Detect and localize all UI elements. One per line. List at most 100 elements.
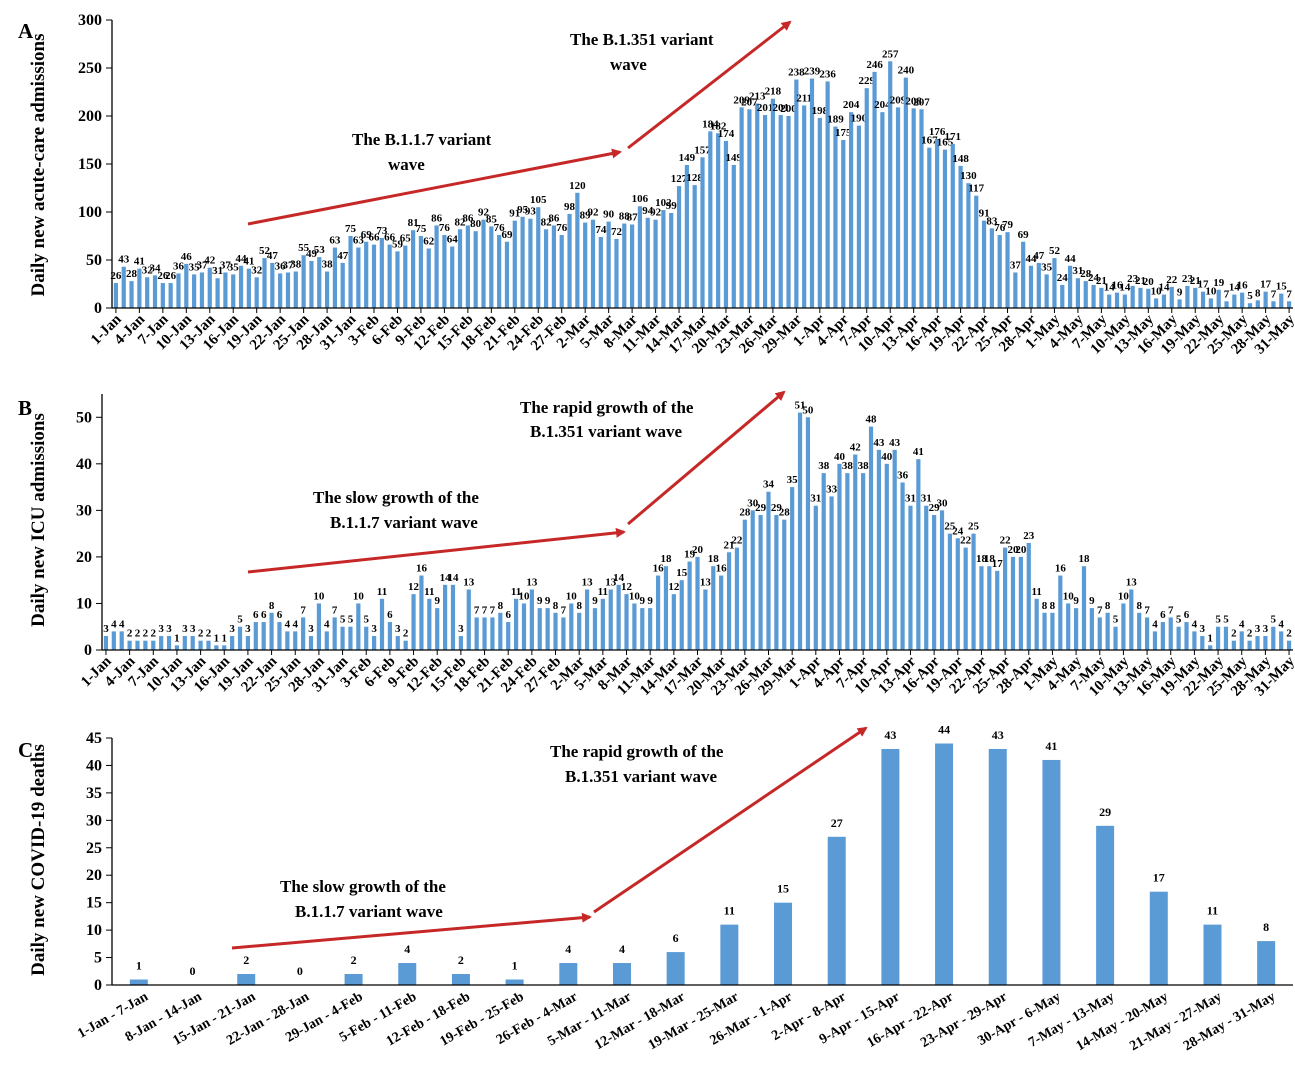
bar [371,244,377,308]
bar [1083,281,1088,308]
bar [884,463,889,650]
data-label: 49 [306,248,318,260]
data-label: 7 [490,604,496,616]
bar [1026,542,1031,650]
bar [703,589,708,650]
bar [708,131,713,308]
bar [1160,622,1165,650]
bar [774,902,793,985]
x-category-label: 21-May - 27-May [1127,989,1224,1054]
data-label: 18 [976,553,988,565]
bar [1271,301,1276,308]
data-label: 2 [151,628,157,640]
bar [348,236,353,308]
data-label: 31 [1072,265,1083,277]
bar [981,220,987,308]
bar [669,212,674,308]
bar [411,594,416,650]
data-label: 8 [553,600,559,612]
bar [1152,631,1158,650]
data-label: 48 [866,414,878,426]
bar [190,636,195,650]
data-label: 92 [650,207,662,219]
data-label: 37 [1010,259,1022,271]
bar [285,631,290,650]
data-label: 2 [243,953,249,967]
bar [559,235,564,308]
bar [364,241,369,308]
bar [876,449,882,650]
y-tick-label: 30 [86,812,102,829]
data-label: 91 [979,208,990,220]
bar [489,226,494,308]
bar [666,952,685,985]
bar [206,640,211,650]
data-label: 24 [1057,272,1069,284]
bar [1144,617,1150,650]
bar [443,584,448,650]
data-label: 14 [1158,282,1170,294]
bar [324,631,329,650]
data-label: 3 [182,623,188,635]
data-label: 16 [1112,280,1124,292]
bar [1050,612,1055,650]
bar [671,594,676,650]
data-label: 20 [1007,544,1019,556]
data-label: 117 [968,183,984,195]
annotation-text: B.1.351 variant wave [530,422,683,441]
bar [277,622,282,650]
bar [616,584,621,650]
bar [720,924,739,985]
data-label: 239 [804,66,821,78]
data-label: 41 [913,446,924,458]
data-label: 43 [884,728,896,742]
data-label: 6 [277,609,283,621]
bar [316,603,322,650]
data-label: 5 [1271,614,1277,626]
bar [143,640,148,650]
y-tick-label: 100 [78,204,102,221]
bar [1036,262,1041,308]
bar [1010,556,1016,650]
bar [849,112,854,308]
bar [465,225,470,308]
data-label: 257 [882,48,899,60]
y-tick-label: 10 [86,922,102,939]
data-label: 13 [463,576,475,588]
data-label: 16 [416,563,428,575]
bar [398,963,417,985]
bar [119,631,124,650]
bar [419,575,424,650]
bar [293,271,298,308]
data-label: 2 [1231,628,1237,640]
data-label: 127 [671,173,688,185]
bar [301,617,306,650]
bar [1137,612,1142,650]
data-label: 10 [518,590,530,602]
bar [340,626,345,650]
bar [856,125,862,308]
y-tick-label: 25 [86,840,102,857]
bar [111,631,116,650]
data-label: 35 [787,474,799,486]
bar [583,222,588,308]
data-label: 17 [1153,871,1165,885]
bar [648,608,653,650]
bar [222,645,227,650]
bar [135,640,140,650]
bar [1121,603,1126,650]
bar [387,244,392,308]
bar [1130,285,1135,308]
panel-letter: B [18,396,32,420]
data-label: 19 [1213,277,1225,289]
data-label: 23 [1023,530,1035,542]
bar [892,449,897,650]
bar [1169,286,1174,308]
bar [254,277,259,308]
bar [103,636,109,650]
bar [1216,289,1221,308]
data-label: 11 [724,904,735,918]
bar [458,636,463,650]
bar [238,265,244,308]
